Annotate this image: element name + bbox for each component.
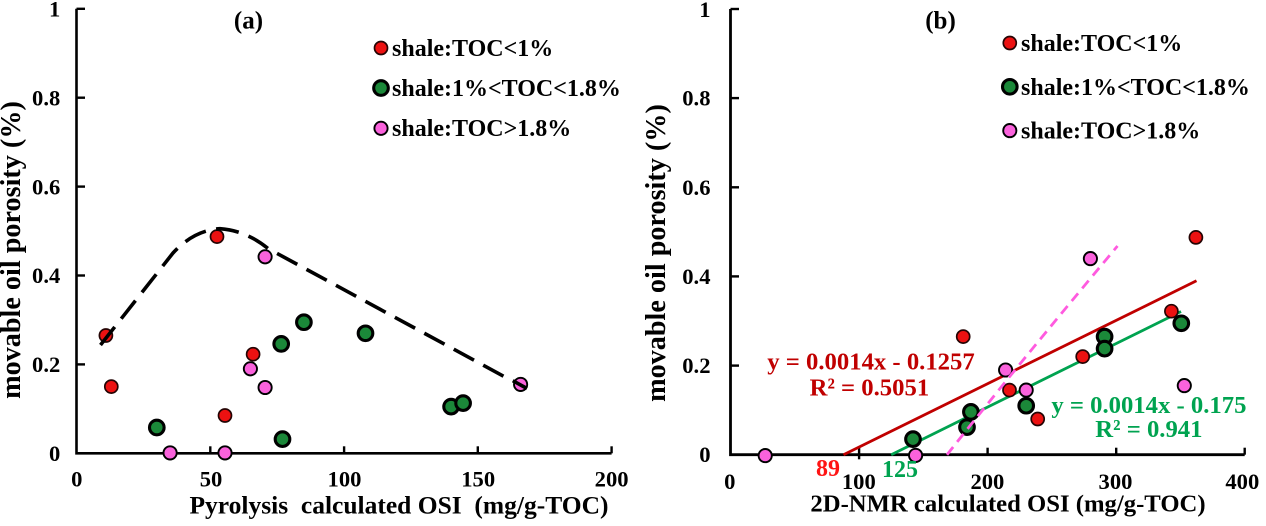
svg-text:0.8: 0.8 [682, 86, 710, 111]
svg-text:y = 0.0014x - 0.175: y = 0.0014x - 0.175 [1051, 392, 1246, 419]
svg-text:R² = 0.5051: R² = 0.5051 [810, 374, 930, 401]
svg-text:400: 400 [1225, 469, 1259, 494]
svg-text:200: 200 [970, 469, 1004, 494]
svg-text:0.6: 0.6 [32, 175, 60, 200]
svg-text:0.4: 0.4 [32, 263, 60, 288]
svg-text:shale:1%<TOC<1.8%: shale:1%<TOC<1.8% [1021, 75, 1250, 101]
svg-text:0: 0 [724, 469, 735, 494]
svg-text:1: 1 [699, 0, 710, 22]
svg-text:shale:1%<TOC<1.8%: shale:1%<TOC<1.8% [392, 76, 621, 102]
svg-text:movable oil porosity (%): movable oil porosity (%) [641, 104, 672, 402]
svg-text:(a): (a) [234, 8, 263, 35]
svg-text:300: 300 [1099, 469, 1133, 494]
svg-text:movable oil porosity (%): movable oil porosity (%) [0, 101, 27, 399]
svg-text:shale:TOC<1%: shale:TOC<1% [392, 36, 553, 62]
svg-text:0: 0 [49, 441, 60, 466]
svg-text:2D-NMR calculated OSI (mg/g-TO: 2D-NMR calculated OSI (mg/g-TOC) [810, 491, 1205, 518]
svg-text:0: 0 [699, 442, 710, 467]
svg-text:125: 125 [882, 457, 918, 483]
svg-text:0.8: 0.8 [32, 85, 60, 110]
svg-text:89: 89 [816, 456, 840, 482]
svg-text:shale:TOC<1%: shale:TOC<1% [1021, 31, 1182, 57]
svg-text:200: 200 [595, 467, 629, 492]
svg-text:1: 1 [49, 0, 60, 22]
svg-text:(b): (b) [925, 8, 956, 35]
svg-text:y = 0.0014x - 0.1257: y = 0.0014x - 0.1257 [767, 349, 974, 376]
svg-text:shale:TOC>1.8%: shale:TOC>1.8% [392, 116, 571, 142]
svg-text:R² = 0.941: R² = 0.941 [1095, 416, 1202, 443]
svg-text:0: 0 [71, 467, 82, 492]
svg-text:0.2: 0.2 [32, 352, 60, 377]
svg-text:50: 50 [200, 467, 223, 492]
svg-text:150: 150 [461, 467, 495, 492]
svg-text:Pyrolysis calculated OSI (mg: Pyrolysis calculated OSI (mg/g-TOC) [189, 491, 608, 520]
svg-text:100: 100 [328, 467, 362, 492]
svg-text:0.6: 0.6 [682, 175, 710, 200]
svg-text:0.4: 0.4 [682, 264, 710, 289]
svg-text:100: 100 [842, 469, 876, 494]
svg-text:0.2: 0.2 [682, 353, 710, 378]
svg-text:shale:TOC>1.8%: shale:TOC>1.8% [1021, 119, 1200, 145]
